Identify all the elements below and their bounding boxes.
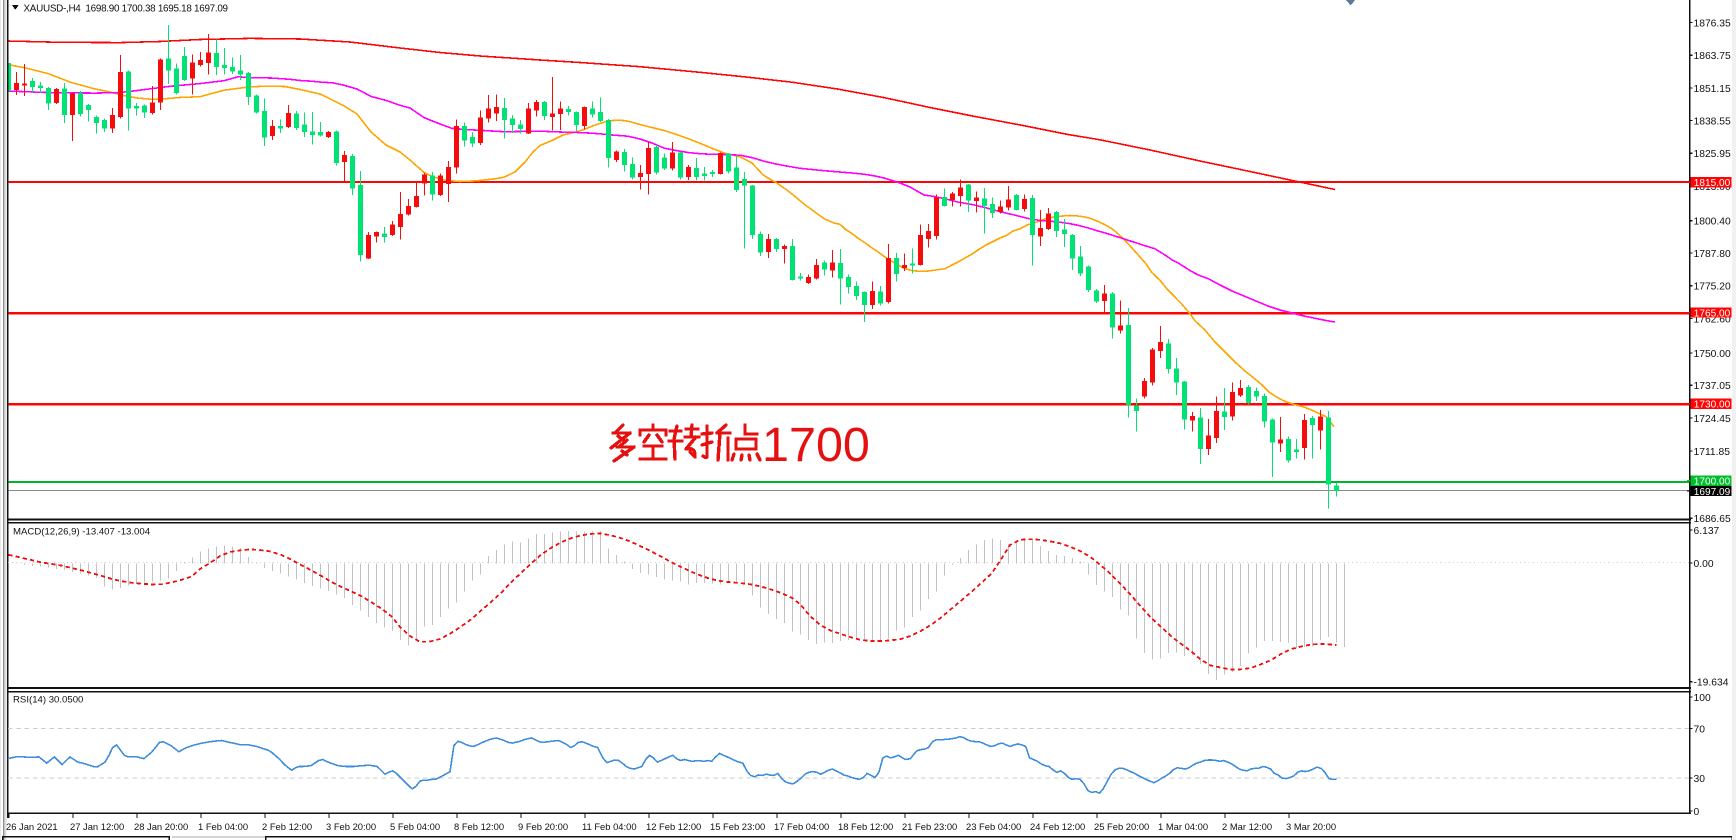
svg-text:1697.09: 1697.09 <box>1694 487 1731 498</box>
svg-text:RSI(14) 30.0500: RSI(14) 30.0500 <box>13 694 83 705</box>
svg-text:25 Feb 20:00: 25 Feb 20:00 <box>1094 821 1149 832</box>
svg-text:21 Feb 23:00: 21 Feb 23:00 <box>902 821 957 832</box>
svg-text:1700: 1700 <box>762 418 870 472</box>
svg-text:MACD(12,26,9) -13.407 -13.004: MACD(12,26,9) -13.407 -13.004 <box>13 527 151 538</box>
svg-text:5 Feb 04:00: 5 Feb 04:00 <box>390 821 440 832</box>
svg-text:1775.20: 1775.20 <box>1694 282 1731 293</box>
svg-text:15 Feb 23:00: 15 Feb 23:00 <box>710 821 765 832</box>
svg-text:1750.00: 1750.00 <box>1694 349 1731 360</box>
svg-text:1 Mar 04:00: 1 Mar 04:00 <box>1158 821 1208 832</box>
svg-text:1876.35: 1876.35 <box>1694 19 1731 30</box>
svg-text:1765.00: 1765.00 <box>1694 308 1731 319</box>
svg-text:26 Jan 2021: 26 Jan 2021 <box>6 821 58 832</box>
svg-text:1800.40: 1800.40 <box>1694 217 1731 228</box>
svg-text:1762.60: 1762.60 <box>1694 314 1731 325</box>
svg-text:1838.55: 1838.55 <box>1694 117 1731 128</box>
svg-text:17 Feb 04:00: 17 Feb 04:00 <box>774 821 829 832</box>
svg-text:1787.80: 1787.80 <box>1694 249 1731 260</box>
svg-text:1825.95: 1825.95 <box>1694 149 1731 160</box>
svg-text:1851.15: 1851.15 <box>1694 84 1731 95</box>
svg-text:30: 30 <box>1694 774 1706 785</box>
svg-text:1737.05: 1737.05 <box>1694 381 1731 392</box>
svg-text:8 Feb 12:00: 8 Feb 12:00 <box>454 821 504 832</box>
svg-text:23 Feb 04:00: 23 Feb 04:00 <box>966 821 1021 832</box>
svg-text:100: 100 <box>1694 693 1711 704</box>
svg-text:1815.00: 1815.00 <box>1694 178 1731 189</box>
svg-text:1711.85: 1711.85 <box>1694 447 1731 458</box>
svg-text:6.137: 6.137 <box>1694 526 1720 537</box>
svg-text:1 Feb 04:00: 1 Feb 04:00 <box>198 821 248 832</box>
svg-text:1700.00: 1700.00 <box>1694 477 1731 488</box>
svg-text:18 Feb 12:00: 18 Feb 12:00 <box>838 821 893 832</box>
svg-text:XAUUSD-,H4 1698.90 1700.38 16: XAUUSD-,H4 1698.90 1700.38 1695.18 1697.… <box>24 3 229 14</box>
svg-text:-19.634: -19.634 <box>1694 678 1729 689</box>
svg-text:12 Feb 12:00: 12 Feb 12:00 <box>646 821 701 832</box>
svg-text:2 Feb 12:00: 2 Feb 12:00 <box>262 821 312 832</box>
svg-text:0.00: 0.00 <box>1694 559 1714 570</box>
svg-text:9 Feb 20:00: 9 Feb 20:00 <box>518 821 568 832</box>
svg-text:70: 70 <box>1694 724 1706 735</box>
svg-text:1863.75: 1863.75 <box>1694 51 1731 62</box>
svg-text:2 Mar 12:00: 2 Mar 12:00 <box>1222 821 1272 832</box>
svg-text:0: 0 <box>1694 807 1700 818</box>
svg-text:3 Feb 20:00: 3 Feb 20:00 <box>326 821 376 832</box>
svg-text:1724.45: 1724.45 <box>1694 414 1731 425</box>
svg-text:1813.00: 1813.00 <box>1694 182 1731 193</box>
svg-text:11 Feb 04:00: 11 Feb 04:00 <box>582 821 637 832</box>
svg-text:3 Mar 20:00: 3 Mar 20:00 <box>1286 821 1336 832</box>
svg-text:27 Jan 12:00: 27 Jan 12:00 <box>70 821 124 832</box>
svg-text:24 Feb 12:00: 24 Feb 12:00 <box>1030 821 1085 832</box>
svg-text:1686.65: 1686.65 <box>1694 514 1731 525</box>
svg-text:1730.00: 1730.00 <box>1694 400 1731 411</box>
svg-text:28 Jan 20:00: 28 Jan 20:00 <box>134 821 188 832</box>
